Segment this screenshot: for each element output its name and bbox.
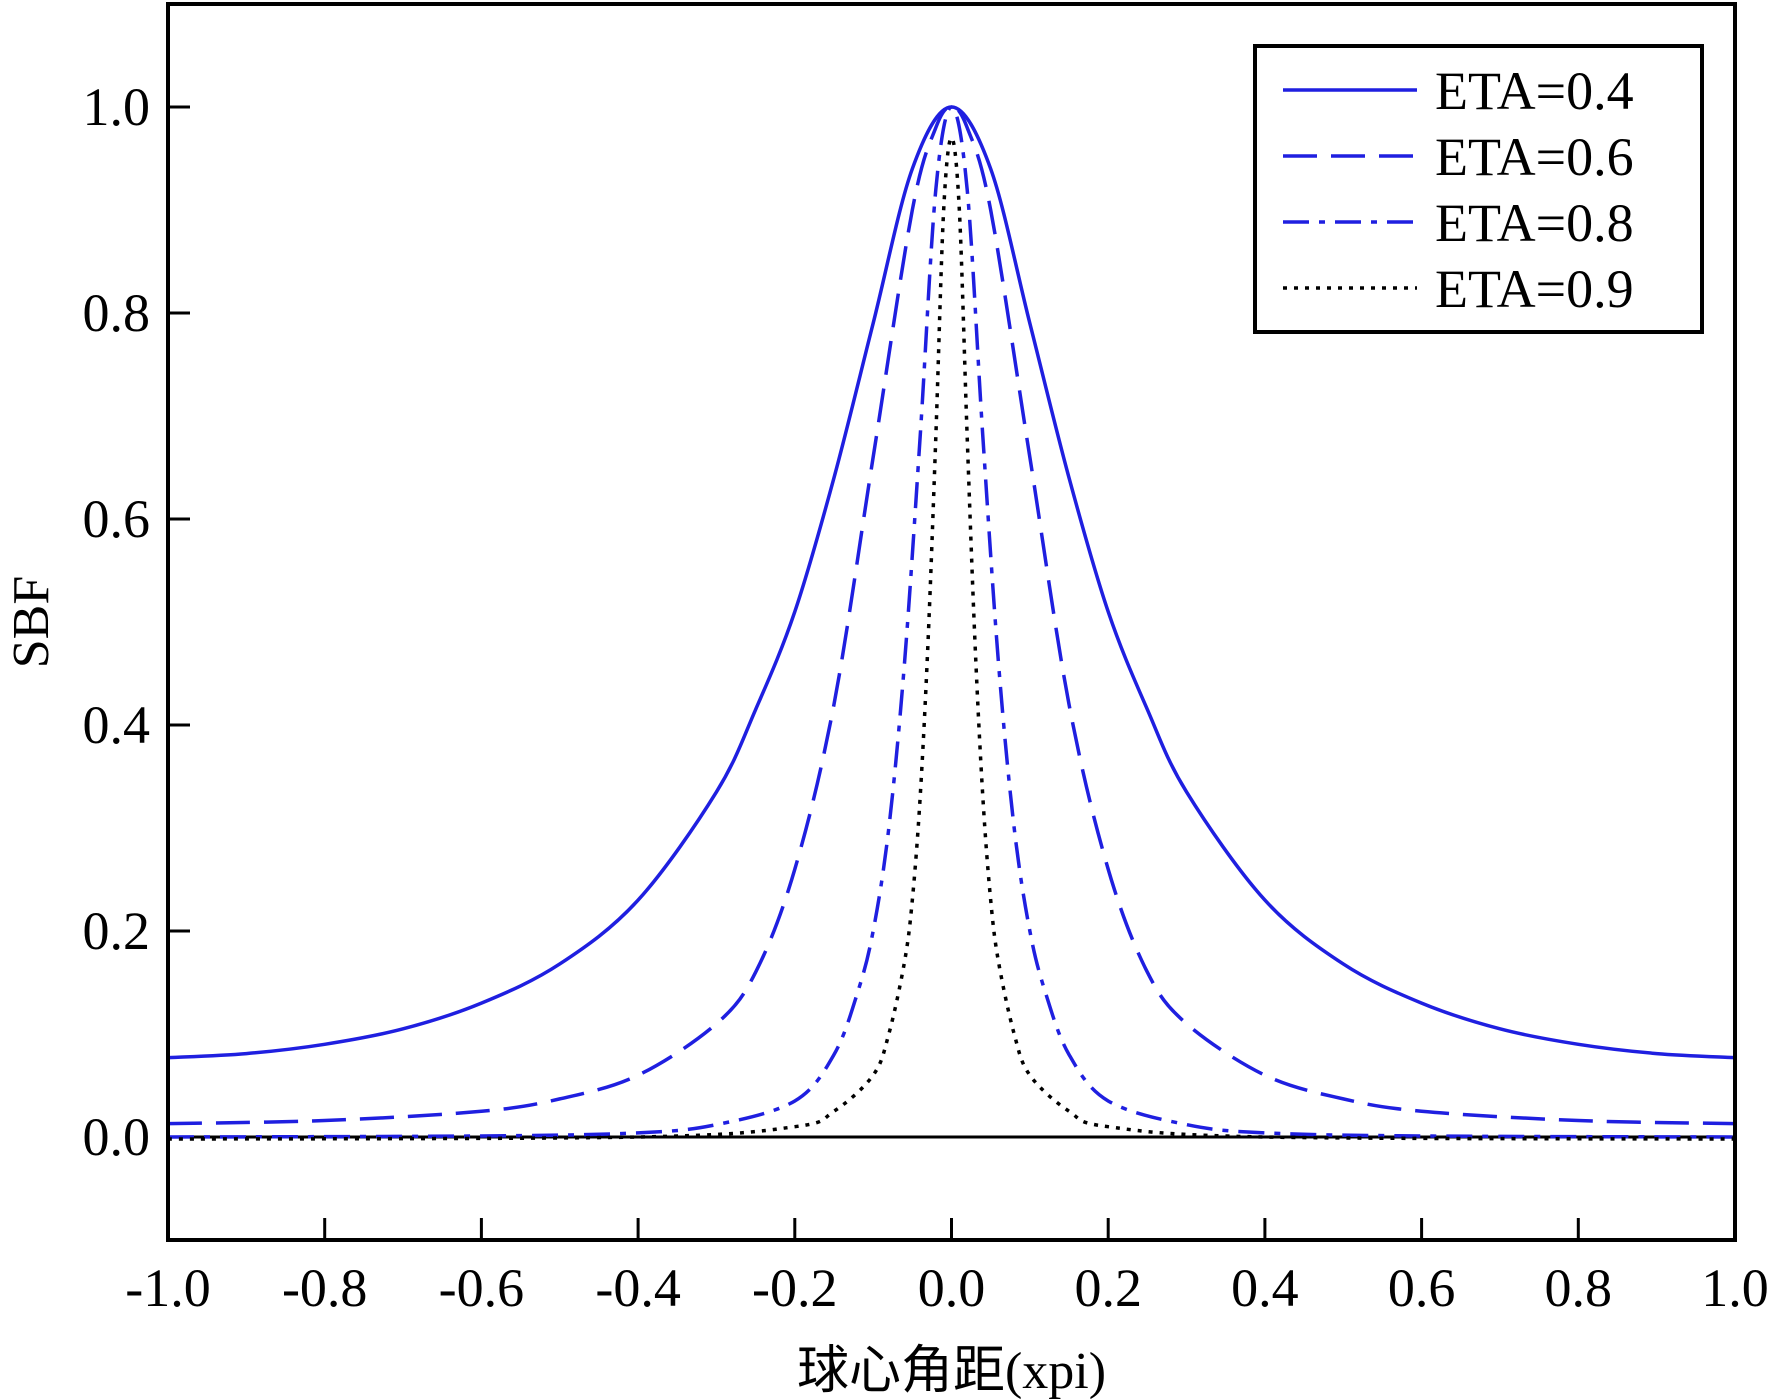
- legend-label: ETA=0.9: [1435, 259, 1634, 319]
- y-tick-label: 0.8: [83, 283, 151, 343]
- legend-label: ETA=0.8: [1435, 193, 1634, 253]
- x-axis-ticks: -1.0 -0.8 -0.6 -0.4 -0.2 0.0 0.2 0.4 0.6 0.8 1.0: [125, 1218, 1769, 1318]
- series-line-2: [167, 105, 1736, 1126]
- x-tick-label: -0.8: [282, 1258, 367, 1318]
- x-tick-label: 0.2: [1074, 1258, 1142, 1318]
- x-tick-label: -0.6: [439, 1258, 524, 1318]
- legend-label: ETA=0.4: [1435, 61, 1634, 121]
- y-tick-label: 0.4: [83, 695, 151, 755]
- x-tick-label: -0.2: [752, 1258, 837, 1318]
- x-tick-label: 0.8: [1545, 1258, 1613, 1318]
- x-axis-title: 球心角距(xpi): [797, 1343, 1106, 1400]
- series-lines: [167, 105, 1736, 1141]
- x-tick-label: -0.4: [595, 1258, 680, 1318]
- x-tick-label: 0.0: [918, 1258, 986, 1318]
- x-tick-label: -1.0: [125, 1258, 210, 1318]
- y-tick-label: 0.2: [83, 901, 151, 961]
- plot-frame: [166, 2, 1737, 1242]
- y-tick-label: 0.0: [83, 1107, 151, 1167]
- x-tick-label: 1.0: [1701, 1258, 1769, 1318]
- y-tick-label: 1.0: [83, 77, 151, 137]
- series-line-3: [167, 105, 1736, 1139]
- x-tick-label: 0.4: [1231, 1258, 1299, 1318]
- legend-box: [1253, 44, 1704, 334]
- y-axis-ticks: 0.0 0.2 0.4 0.6 0.8 1.0: [83, 77, 190, 1167]
- y-tick-label: 0.6: [83, 489, 151, 549]
- x-tick-label: 0.6: [1388, 1258, 1456, 1318]
- legend-label: ETA=0.6: [1435, 127, 1634, 187]
- y-axis-title: SBF: [3, 576, 60, 669]
